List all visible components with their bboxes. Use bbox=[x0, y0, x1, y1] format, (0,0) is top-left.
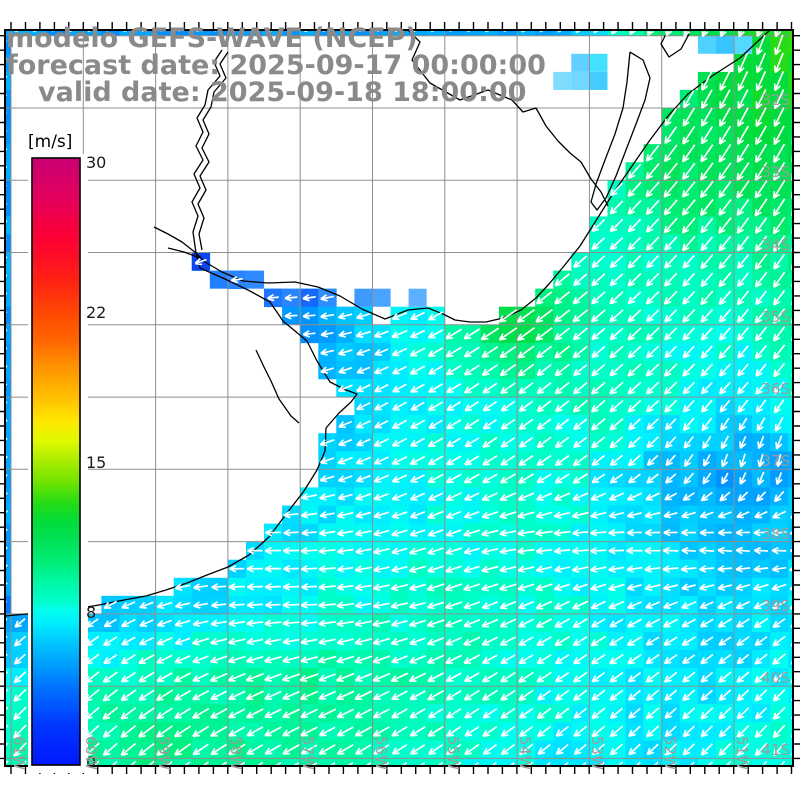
lon-label-56W: 56W bbox=[371, 736, 390, 770]
lon-label-54W: 54W bbox=[516, 736, 535, 770]
colorbar-tick-30: 30 bbox=[86, 153, 107, 172]
colorbar bbox=[31, 157, 81, 766]
colorbar-unit-label: [m/s] bbox=[28, 132, 73, 152]
lat-label-41S: 41S bbox=[761, 741, 790, 760]
lon-label-53W: 53W bbox=[588, 736, 607, 770]
lat-label-33S: 33S bbox=[761, 163, 790, 182]
lon-label-59W: 59W bbox=[154, 736, 173, 770]
lon-label-51W: 51W bbox=[733, 736, 751, 770]
model-title: modelo GEFS-WAVE (NCEP) bbox=[6, 23, 418, 54]
lat-label-40S: 40S bbox=[761, 669, 790, 688]
forecast-date: forecast date: 2025-09-17 00:00:00 bbox=[6, 50, 546, 81]
lon-label-60W: 60W bbox=[82, 736, 101, 770]
wind-arrows bbox=[5, 30, 793, 766]
lon-label-55W: 55W bbox=[443, 736, 462, 770]
map-frame bbox=[4, 29, 794, 767]
valid-date: valid date: 2025-09-18 18:00:00 bbox=[38, 77, 527, 108]
lat-label-34S: 34S bbox=[761, 235, 790, 254]
lat-label-37S: 37S bbox=[761, 452, 790, 471]
lat-label-35S: 35S bbox=[761, 307, 790, 326]
colorbar-tick-8: 8 bbox=[86, 603, 97, 622]
lat-label-39S: 39S bbox=[761, 596, 790, 615]
wind-speed-cells bbox=[5, 30, 793, 766]
lon-label-57W: 57W bbox=[299, 736, 318, 770]
colorbar-tick-15: 15 bbox=[86, 453, 107, 472]
axis-ticks bbox=[0, 22, 800, 774]
coastline bbox=[5, 30, 771, 617]
colorbar-tick-22: 22 bbox=[86, 303, 107, 322]
colorbar-tick-0: 0 bbox=[86, 753, 97, 772]
lat-label-32S: 32S bbox=[761, 91, 790, 109]
lon-label-52W: 52W bbox=[660, 736, 679, 770]
lat-label-38S: 38S bbox=[761, 524, 790, 543]
lon-label-61W: 61W bbox=[10, 736, 28, 770]
lat-label-36S: 36S bbox=[761, 380, 790, 399]
lon-label-58W: 58W bbox=[226, 736, 245, 770]
